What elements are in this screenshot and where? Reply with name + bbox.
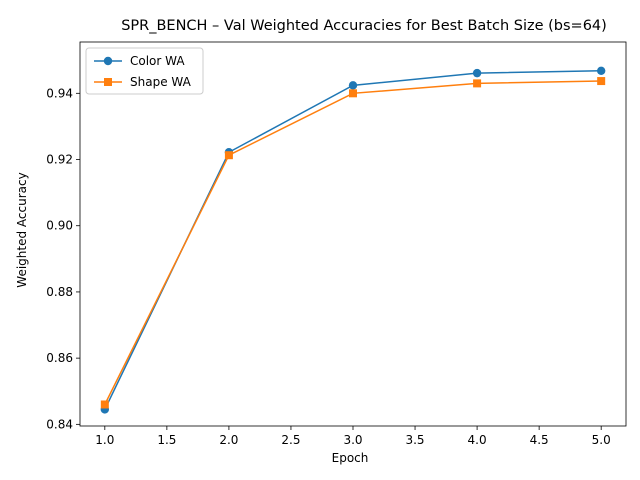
series-2-marker <box>100 400 109 409</box>
y-tick-label: 0.84 <box>46 417 73 431</box>
x-tick-label: 3.0 <box>343 433 362 447</box>
series-2-marker <box>349 89 357 98</box>
x-tick-label: 4.5 <box>530 433 549 447</box>
y-axis-label: Weighted Accuracy <box>15 172 29 287</box>
y-tick-label: 0.90 <box>46 219 73 233</box>
legend-label: Shape WA <box>130 75 192 89</box>
plot-area: 1.0 1.5 2.0 2.5 3.0 3.5 4.0 4.5 5.0 0.84 0.86 0.88 0… <box>46 41 627 447</box>
x-tick-label: 2.5 <box>281 433 300 447</box>
x-tick-label: 1.0 <box>95 433 114 447</box>
series-2-marker <box>597 77 606 86</box>
y-tick-label: 0.86 <box>46 351 73 365</box>
axes-frame <box>79 41 627 427</box>
x-tick-label: 5.0 <box>592 433 611 447</box>
legend: Color WA Shape WA <box>85 47 204 95</box>
y-tick-label: 0.88 <box>46 285 73 299</box>
series-2-marker <box>224 151 233 160</box>
x-tick-label: 4.0 <box>468 433 487 447</box>
legend-marker <box>104 78 112 86</box>
x-tick-label: 1.5 <box>157 433 176 447</box>
x-tick-label: 3.5 <box>405 433 424 447</box>
y-tick-label: 0.92 <box>46 153 73 167</box>
legend-label: Color WA <box>130 54 185 68</box>
series-2-marker <box>473 79 482 88</box>
series-1-marker <box>596 66 606 76</box>
y-tick-label: 0.94 <box>46 86 73 100</box>
legend-marker <box>103 56 113 66</box>
x-axis-label: Epoch <box>332 451 369 465</box>
series-1-marker <box>348 81 358 90</box>
chart-title: SPR_BENCH – Val Weighted Accuracies for … <box>121 18 607 34</box>
x-tick-label: 2.0 <box>219 433 238 447</box>
series-1-marker <box>472 68 482 78</box>
